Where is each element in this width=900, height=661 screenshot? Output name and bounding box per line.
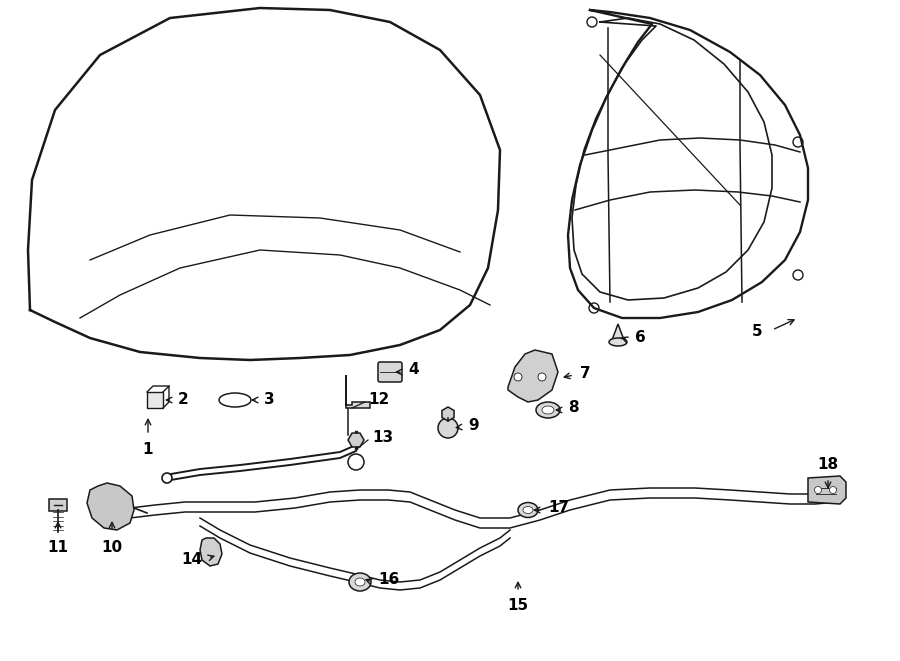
Polygon shape: [442, 407, 454, 421]
Circle shape: [438, 418, 458, 438]
Text: 17: 17: [548, 500, 569, 516]
Text: 4: 4: [408, 362, 418, 377]
Text: 3: 3: [264, 393, 274, 407]
Ellipse shape: [542, 406, 554, 414]
Text: 9: 9: [468, 418, 479, 432]
Polygon shape: [348, 433, 364, 447]
Polygon shape: [87, 483, 134, 530]
Ellipse shape: [518, 502, 538, 518]
Polygon shape: [612, 324, 624, 340]
Text: 8: 8: [568, 401, 579, 416]
Circle shape: [514, 373, 522, 381]
Text: 15: 15: [508, 598, 528, 613]
FancyBboxPatch shape: [49, 499, 67, 511]
Text: 6: 6: [635, 330, 646, 346]
Circle shape: [162, 473, 172, 483]
Polygon shape: [147, 392, 163, 408]
Ellipse shape: [536, 402, 560, 418]
Circle shape: [538, 373, 546, 381]
Text: 10: 10: [102, 540, 122, 555]
Text: 16: 16: [378, 572, 400, 588]
Polygon shape: [200, 538, 222, 566]
Circle shape: [830, 486, 836, 494]
Text: 18: 18: [817, 457, 839, 472]
Text: 2: 2: [178, 393, 189, 407]
FancyBboxPatch shape: [378, 362, 402, 382]
Circle shape: [814, 486, 822, 494]
Text: 14: 14: [181, 553, 202, 568]
Text: 1: 1: [143, 442, 153, 457]
Ellipse shape: [609, 338, 627, 346]
Ellipse shape: [355, 578, 365, 586]
Polygon shape: [508, 350, 558, 402]
Text: 5: 5: [752, 325, 762, 340]
Text: 11: 11: [48, 540, 68, 555]
Ellipse shape: [523, 506, 533, 514]
Ellipse shape: [349, 573, 371, 591]
Text: 7: 7: [580, 366, 590, 381]
Polygon shape: [808, 476, 846, 504]
Text: 13: 13: [372, 430, 393, 446]
Circle shape: [348, 454, 364, 470]
Text: 12: 12: [368, 393, 389, 407]
Polygon shape: [346, 375, 370, 408]
